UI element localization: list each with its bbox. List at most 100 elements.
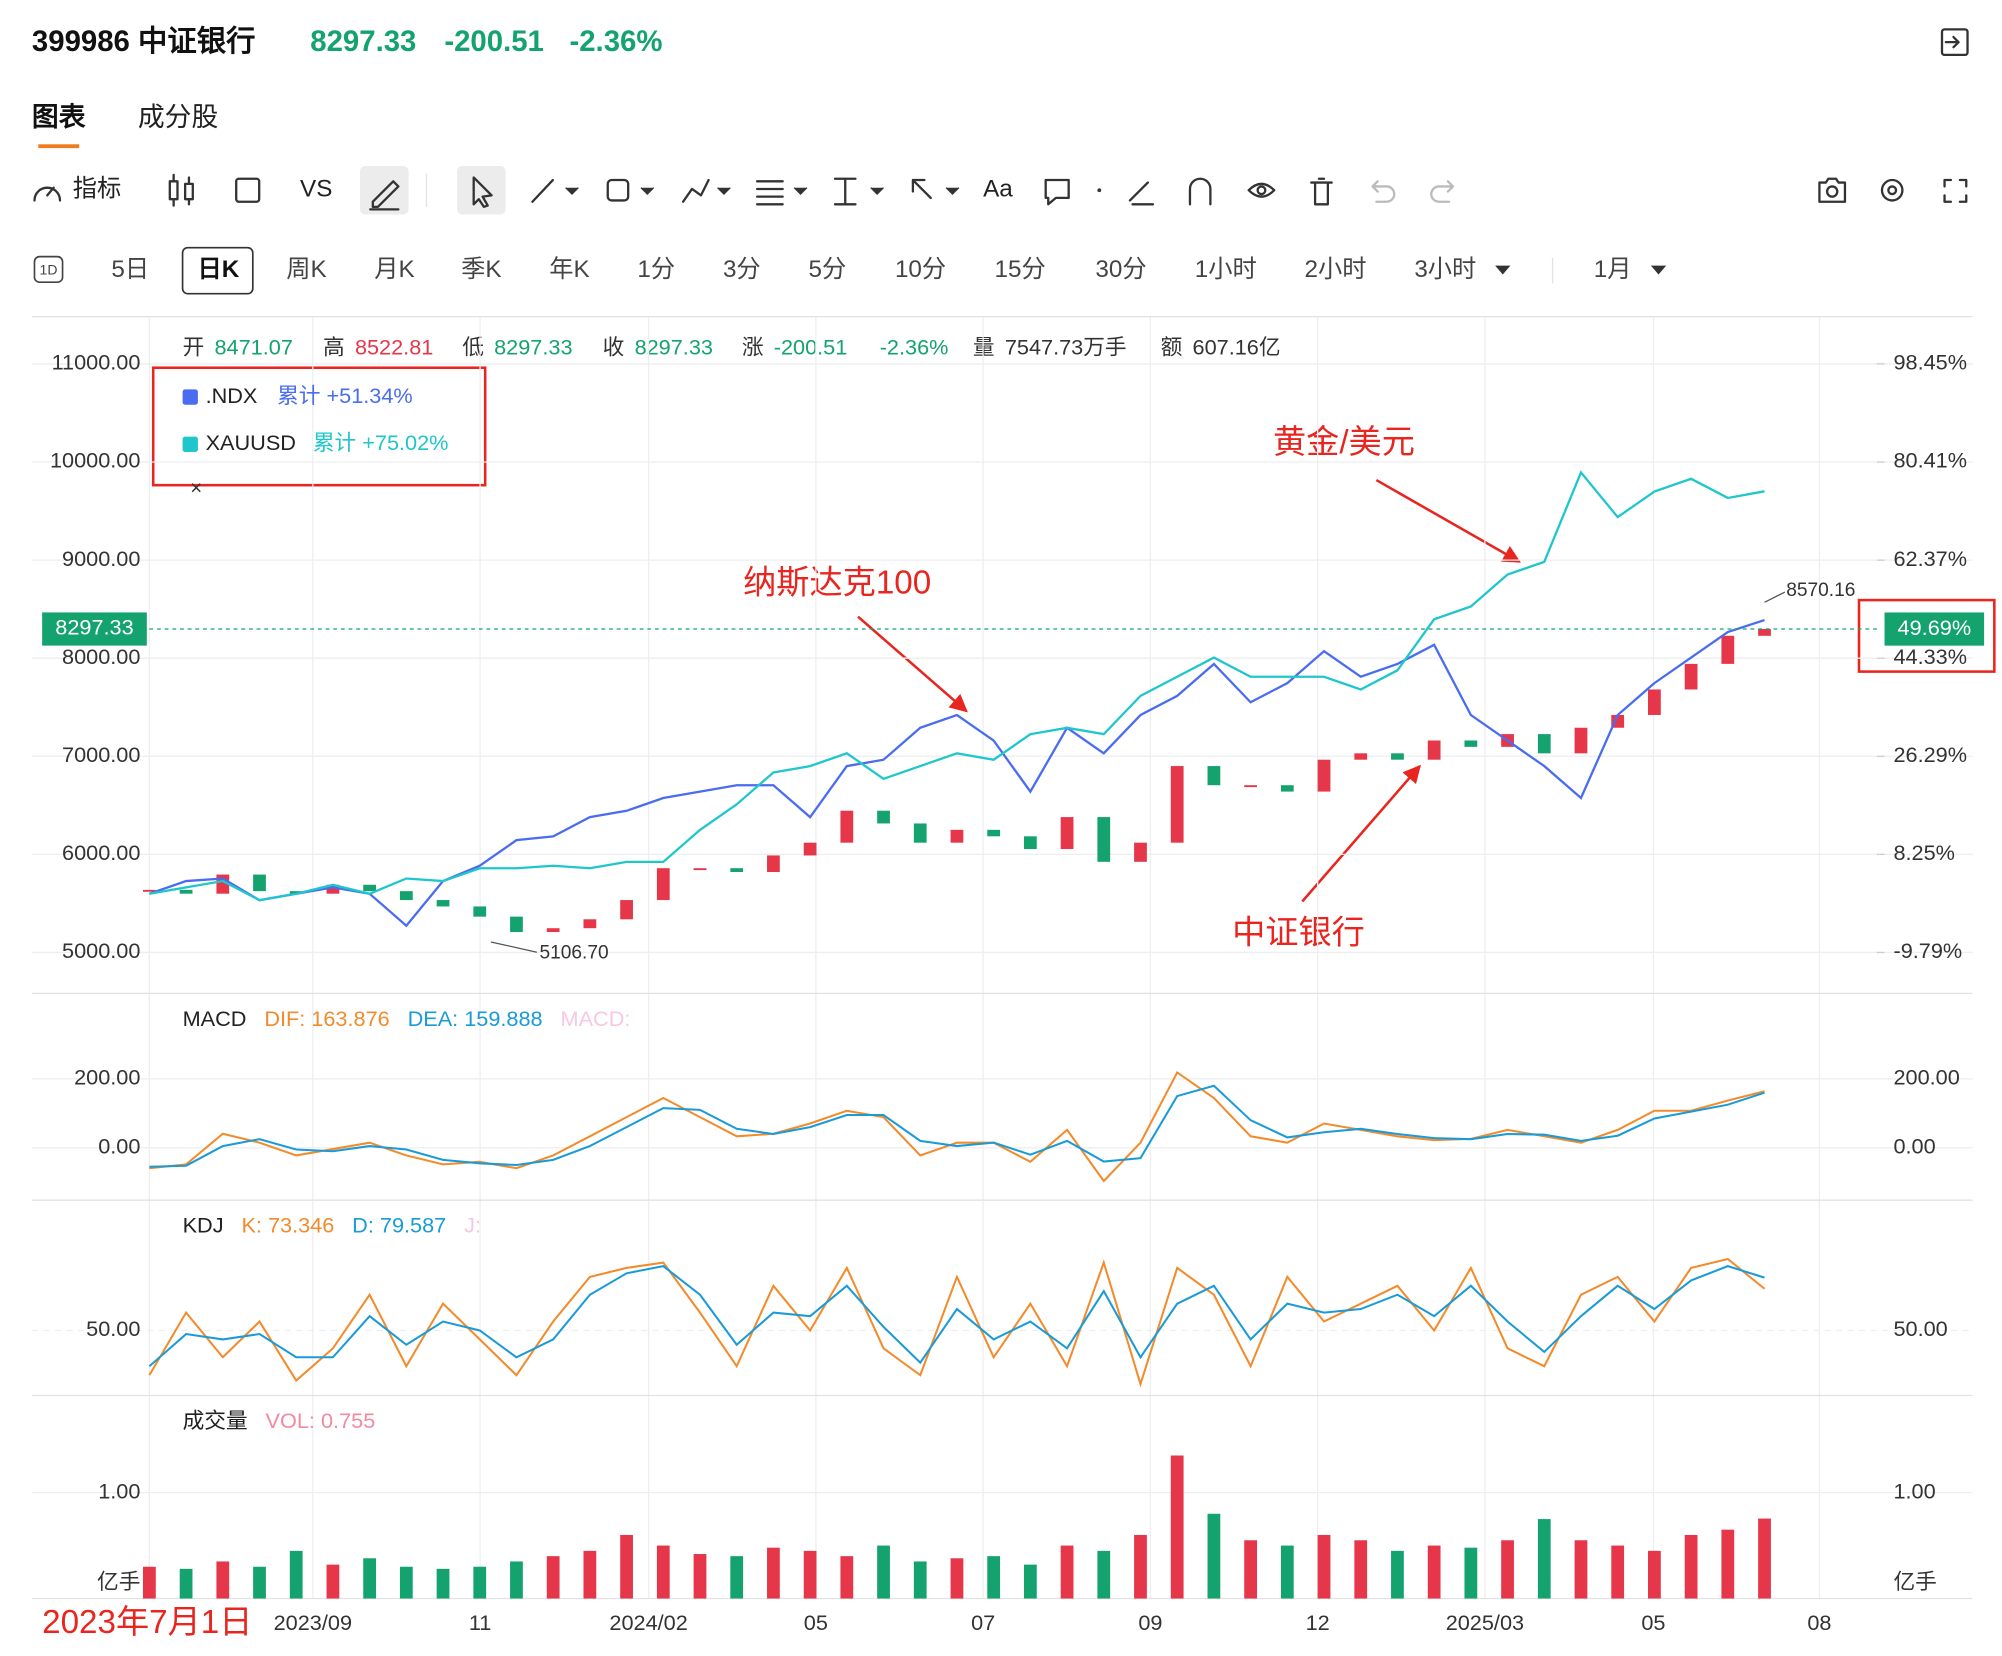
trash-tool[interactable] bbox=[1310, 177, 1333, 206]
volume-bar bbox=[143, 1566, 156, 1599]
period-button[interactable]: 年K bbox=[549, 256, 589, 283]
last-pct-box bbox=[1884, 612, 1985, 646]
pct-highlight-box bbox=[1857, 598, 1996, 673]
cursor-active-bg bbox=[457, 165, 506, 215]
volume-bar bbox=[253, 1566, 266, 1599]
magnet-tool[interactable] bbox=[1188, 177, 1212, 206]
period-button[interactable]: 5日 bbox=[111, 256, 149, 283]
candle bbox=[1134, 842, 1147, 862]
arrow-tool[interactable] bbox=[911, 178, 932, 200]
legend-close[interactable]: × bbox=[190, 477, 202, 499]
panel-legend: K: 73.346 bbox=[241, 1213, 334, 1238]
max-label: 8570.16 bbox=[1786, 580, 1855, 601]
period-button[interactable]: 3小时 bbox=[1414, 256, 1476, 283]
volume-bar bbox=[436, 1568, 450, 1599]
volume-bar bbox=[1648, 1550, 1661, 1599]
note-tool[interactable] bbox=[1044, 178, 1070, 206]
period-button[interactable]: 季K bbox=[461, 256, 501, 283]
period-button[interactable]: 1D bbox=[40, 261, 58, 277]
redo[interactable] bbox=[1430, 180, 1455, 203]
volume-bar bbox=[1060, 1545, 1074, 1599]
fib-tool[interactable] bbox=[755, 180, 784, 206]
period-button[interactable]: 2小时 bbox=[1305, 256, 1367, 283]
period-button[interactable]: 月K bbox=[374, 256, 414, 283]
y-tick-label: 9000.00 bbox=[62, 546, 140, 571]
draw-button[interactable] bbox=[369, 180, 400, 211]
period-button[interactable]: 30分 bbox=[1095, 256, 1146, 283]
dot-tool[interactable] bbox=[1097, 188, 1102, 193]
candle bbox=[913, 823, 927, 843]
info-value: 8297.33 bbox=[494, 334, 572, 359]
text-tool[interactable]: Aa bbox=[983, 176, 1013, 203]
volume-bar bbox=[656, 1545, 670, 1599]
compare-button[interactable]: VS bbox=[300, 176, 332, 203]
period-button[interactable]: 5分 bbox=[808, 256, 846, 283]
screenshot-button[interactable] bbox=[1818, 177, 1847, 203]
candle-type[interactable] bbox=[168, 173, 194, 207]
candle bbox=[1097, 817, 1111, 862]
collapse-button[interactable] bbox=[1940, 28, 1969, 57]
info-label: 开 bbox=[183, 334, 205, 359]
period-button[interactable]: 10分 bbox=[895, 256, 946, 283]
period-button[interactable]: 日K bbox=[197, 256, 239, 283]
shape-tool[interactable] bbox=[606, 178, 630, 202]
layout-button[interactable] bbox=[235, 177, 261, 203]
max-marker bbox=[1764, 591, 1786, 603]
volume-bar bbox=[620, 1534, 633, 1599]
candle bbox=[1721, 635, 1735, 664]
indicator-button[interactable]: 指标 bbox=[33, 176, 122, 203]
fullscreen-button[interactable] bbox=[1943, 178, 1968, 203]
brush-tool[interactable] bbox=[1128, 181, 1155, 206]
indicator-label[interactable]: 指标 bbox=[73, 176, 122, 203]
measure-tool[interactable] bbox=[833, 177, 857, 206]
undo[interactable] bbox=[1371, 180, 1396, 203]
unit-label: 亿手 bbox=[97, 1569, 140, 1594]
eye-tool[interactable] bbox=[1247, 182, 1276, 198]
candle bbox=[1684, 663, 1698, 690]
legend-value: 累计 +75.02% bbox=[313, 430, 449, 455]
indicator-line bbox=[148, 1265, 1765, 1367]
candle bbox=[1574, 727, 1588, 754]
tab-underline bbox=[38, 144, 80, 149]
period-button[interactable]: 15分 bbox=[995, 256, 1046, 283]
volume-bar bbox=[1574, 1540, 1588, 1599]
info-value: -2.36% bbox=[880, 334, 949, 359]
last-pct-label: 49.69% bbox=[1898, 615, 1972, 640]
period-button[interactable]: 1小时 bbox=[1195, 256, 1257, 283]
period-button[interactable]: 1月 bbox=[1594, 256, 1632, 283]
pattern-tool[interactable] bbox=[681, 178, 710, 203]
info-value: 607.16亿 bbox=[1193, 334, 1281, 359]
volume-bar bbox=[326, 1564, 340, 1599]
volume-bar bbox=[1317, 1534, 1331, 1599]
volume-bar bbox=[840, 1556, 854, 1599]
candle bbox=[1060, 817, 1074, 850]
volume-bar bbox=[803, 1550, 817, 1599]
period-button[interactable]: 周K bbox=[286, 256, 326, 283]
candle bbox=[546, 928, 560, 933]
y2-tick-label: 8.25% bbox=[1893, 840, 1955, 865]
x-tick-label: 11 bbox=[469, 1610, 492, 1635]
y2-tick-label: 44.33% bbox=[1893, 644, 1967, 669]
y-tick-label: 0.00 bbox=[98, 1134, 140, 1159]
dropdown-carets[interactable] bbox=[565, 187, 960, 195]
line-tool[interactable] bbox=[531, 178, 554, 203]
info-value: 8297.33 bbox=[635, 334, 713, 359]
period-carets[interactable] bbox=[1495, 265, 1667, 275]
candle bbox=[179, 889, 193, 894]
y-tick-label: 50.00 bbox=[86, 1316, 140, 1341]
settings-button[interactable] bbox=[1880, 178, 1904, 202]
y2-tick-label: 80.41% bbox=[1893, 448, 1967, 473]
volume-bar bbox=[289, 1550, 303, 1599]
period-button[interactable]: 1分 bbox=[637, 256, 675, 283]
cursor-tool[interactable] bbox=[472, 176, 493, 208]
candle bbox=[1023, 836, 1037, 850]
volume-bar bbox=[1280, 1545, 1294, 1599]
tab-chart[interactable]: 图表 bbox=[32, 102, 86, 132]
candle bbox=[363, 884, 377, 892]
tab-components[interactable]: 成分股 bbox=[138, 102, 218, 132]
annotation-start-date: 2023年7月1日 bbox=[42, 1604, 252, 1641]
panel-legend: DIF: 163.876 bbox=[264, 1006, 389, 1031]
info-label: 收 bbox=[603, 334, 625, 359]
period-button[interactable]: 3分 bbox=[723, 256, 761, 283]
